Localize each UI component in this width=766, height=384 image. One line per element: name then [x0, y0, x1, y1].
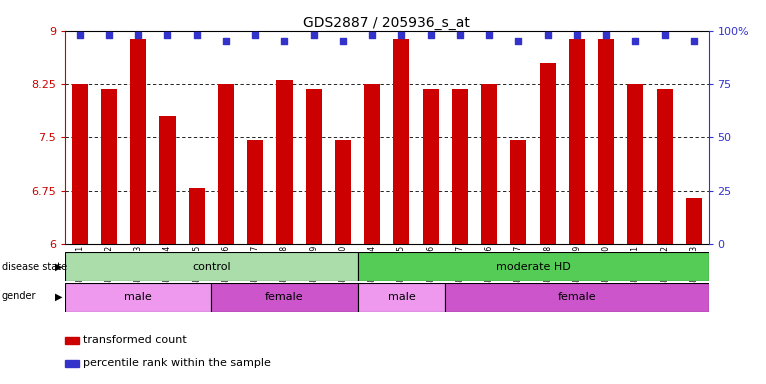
Bar [211, 283, 358, 312]
Bar [65, 360, 79, 367]
Bar [358, 252, 709, 281]
Point [220, 38, 232, 44]
Point [132, 32, 144, 38]
Bar [481, 84, 497, 244]
Bar [452, 89, 468, 244]
Bar [394, 39, 410, 244]
Point [630, 38, 642, 44]
Text: moderate HD: moderate HD [496, 262, 571, 272]
Point [542, 32, 554, 38]
Text: male: male [388, 292, 415, 303]
Bar [539, 63, 555, 244]
Bar [598, 39, 614, 244]
Bar [247, 140, 264, 244]
Text: ▶: ▶ [55, 262, 63, 272]
Point [688, 38, 700, 44]
Point [74, 32, 86, 38]
Bar [188, 189, 205, 244]
Bar [159, 116, 175, 244]
Text: gender: gender [2, 291, 36, 301]
Bar [218, 84, 234, 244]
Point [395, 32, 408, 38]
Bar [335, 140, 351, 244]
Text: male: male [124, 292, 152, 303]
Point [571, 32, 583, 38]
Text: ▶: ▶ [55, 291, 63, 301]
Bar [627, 84, 643, 244]
Bar [130, 39, 146, 244]
Text: transformed count: transformed count [83, 335, 186, 345]
Text: female: female [558, 292, 596, 303]
Point [483, 32, 496, 38]
Point [366, 32, 378, 38]
Point [103, 32, 115, 38]
Bar [65, 252, 358, 281]
Bar [72, 84, 88, 244]
Text: disease state: disease state [2, 262, 67, 272]
Bar [306, 89, 322, 244]
Point [659, 32, 671, 38]
Point [191, 32, 203, 38]
Point [453, 32, 466, 38]
Point [512, 38, 525, 44]
Bar [101, 89, 117, 244]
Bar [445, 283, 709, 312]
Bar [686, 198, 702, 244]
Bar [65, 283, 211, 312]
Bar [358, 283, 445, 312]
Text: percentile rank within the sample: percentile rank within the sample [83, 358, 270, 368]
Bar [656, 89, 673, 244]
Point [308, 32, 320, 38]
Text: control: control [192, 262, 231, 272]
Point [424, 32, 437, 38]
Point [162, 32, 174, 38]
Bar [364, 84, 380, 244]
Bar [65, 337, 79, 344]
Bar [277, 81, 293, 244]
Bar [510, 140, 526, 244]
Point [600, 32, 612, 38]
Point [337, 38, 349, 44]
Point [249, 32, 261, 38]
Point [278, 38, 290, 44]
Bar [569, 39, 585, 244]
Title: GDS2887 / 205936_s_at: GDS2887 / 205936_s_at [303, 16, 470, 30]
Bar [423, 89, 439, 244]
Text: female: female [265, 292, 304, 303]
